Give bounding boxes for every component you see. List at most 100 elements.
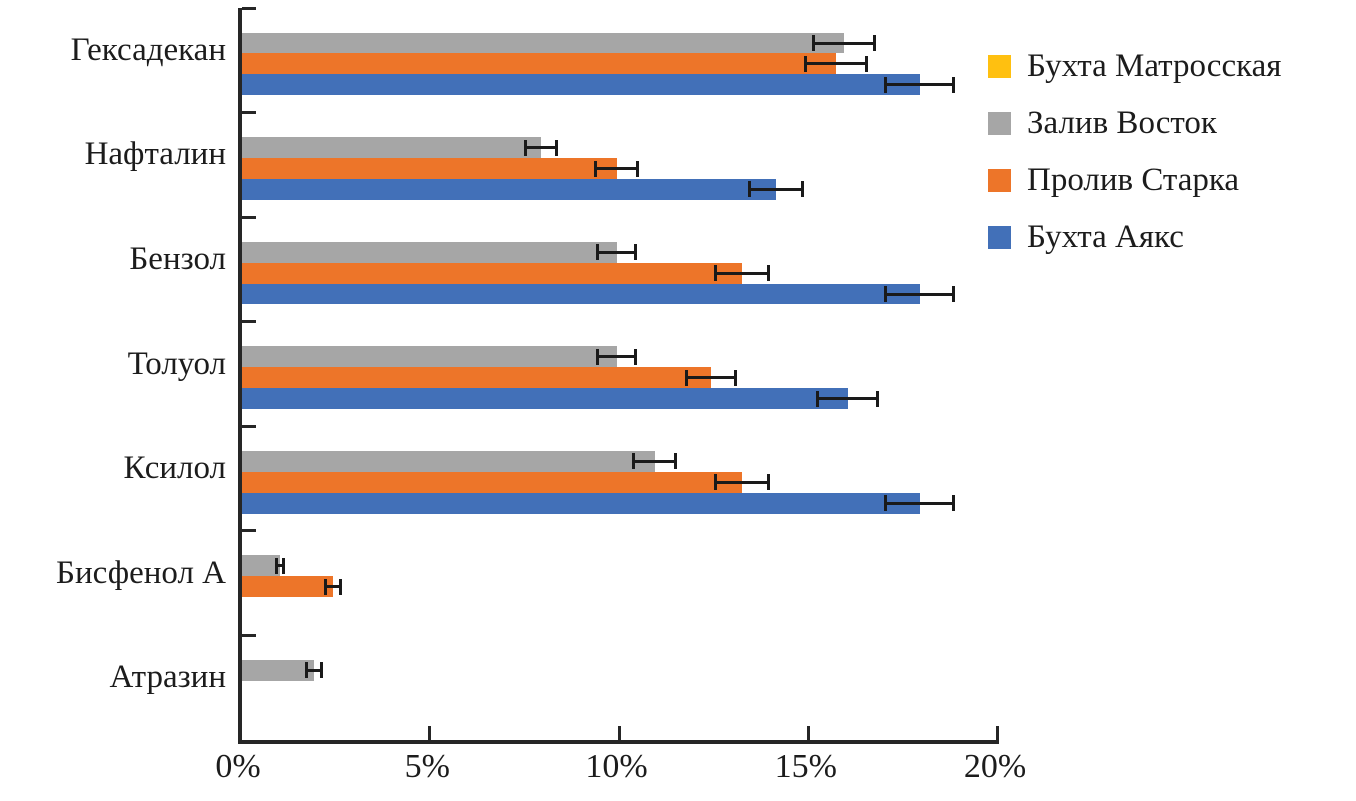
- error-bar-cap: [634, 244, 638, 261]
- error-bar-line: [817, 397, 878, 401]
- error-bar-line: [525, 146, 557, 150]
- bar-залив-восток: [242, 137, 541, 159]
- y-axis-tick: [242, 633, 256, 637]
- legend-swatch-icon: [988, 112, 1011, 135]
- category-label: Атразин: [109, 659, 226, 696]
- error-bar-line: [633, 459, 676, 463]
- error-bar-cap: [883, 76, 887, 93]
- error-bar-line: [686, 376, 736, 380]
- bar-пролив-старка: [242, 471, 742, 493]
- error-bar-line: [715, 271, 769, 275]
- error-bar-line: [885, 83, 954, 87]
- error-bar-cap: [883, 286, 887, 302]
- error-bar-line: [597, 250, 636, 254]
- legend-swatch-icon: [988, 226, 1011, 249]
- error-bar-cap: [713, 265, 717, 282]
- x-axis-tick: [428, 726, 432, 740]
- y-axis-tick: [242, 424, 256, 428]
- legend: Бухта Матросская Залив Восток Пролив Старк…: [988, 38, 1281, 266]
- x-axis-tick-label: 10%: [585, 748, 648, 785]
- error-bar-cap: [734, 369, 738, 386]
- error-bar-cap: [747, 181, 751, 198]
- error-bar-line: [595, 167, 638, 171]
- legend-label: Пролив Старка: [1027, 162, 1240, 198]
- category-label: Бензол: [129, 240, 226, 277]
- legend-item: Бухта Матросская: [988, 38, 1281, 95]
- error-bar-cap: [713, 474, 717, 491]
- legend-label: Залив Восток: [1027, 105, 1217, 141]
- y-axis-tick: [242, 529, 256, 533]
- error-bar-cap: [634, 348, 638, 365]
- bar-залив-восток: [242, 660, 314, 681]
- bar-залив-восток: [242, 450, 655, 472]
- error-bar-cap: [766, 265, 770, 282]
- error-bar-cap: [319, 662, 323, 679]
- error-bar-cap: [883, 495, 887, 512]
- legend-label: Бухта Матросская: [1027, 48, 1282, 84]
- bar-пролив-старка: [242, 158, 617, 179]
- bar-залив-восток: [242, 241, 617, 263]
- y-axis-tick: [242, 111, 256, 115]
- error-bar-cap: [872, 35, 876, 52]
- error-bar-cap: [596, 348, 600, 365]
- legend-swatch-icon: [988, 169, 1011, 192]
- category-label: Гексадекан: [70, 31, 226, 68]
- x-axis-tick-label: 15%: [774, 748, 837, 785]
- error-bar-cap: [952, 495, 956, 512]
- category-label: Нафталин: [84, 136, 226, 173]
- x-axis-tick-label: 20%: [963, 748, 1027, 785]
- error-bar-cap: [338, 578, 342, 595]
- error-bar-line: [306, 668, 322, 672]
- error-bar-cap: [673, 453, 677, 470]
- error-bar-cap: [323, 578, 327, 595]
- x-axis-tick: [806, 726, 810, 740]
- error-bar-line: [885, 292, 954, 296]
- legend-swatch-icon: [988, 55, 1011, 78]
- bar-бухта-аякс: [242, 492, 920, 514]
- x-axis-tick: [617, 726, 621, 740]
- error-bar-line: [813, 41, 875, 45]
- error-bar-cap: [594, 160, 598, 177]
- y-axis-tick: [242, 215, 256, 219]
- bar-залив-восток: [242, 32, 844, 54]
- error-bar-cap: [524, 139, 528, 156]
- x-axis-tick-label: 5%: [404, 748, 450, 785]
- error-bar-cap: [282, 557, 286, 574]
- x-axis-tick-label: 0%: [215, 748, 261, 785]
- error-bar-cap: [876, 390, 880, 407]
- error-bar-cap: [952, 286, 956, 302]
- error-bar-line: [805, 62, 867, 66]
- error-bar-cap: [812, 35, 816, 52]
- legend-label: Бухта Аякс: [1027, 219, 1184, 255]
- y-axis-tick: [242, 6, 256, 10]
- error-bar-line: [885, 501, 954, 505]
- bar-залив-восток: [242, 346, 617, 368]
- error-bar-cap: [800, 181, 804, 198]
- error-bar-cap: [804, 55, 808, 72]
- error-bar-cap: [685, 369, 689, 386]
- error-bar-line: [276, 564, 284, 568]
- category-label: Ксилол: [123, 450, 227, 487]
- legend-item: Пролив Старка: [988, 152, 1281, 209]
- error-bar-cap: [274, 557, 278, 574]
- error-bar-cap: [304, 662, 308, 679]
- bar-пролив-старка: [242, 53, 837, 75]
- bar-бухта-аякс: [242, 388, 848, 410]
- error-bar-cap: [865, 55, 869, 72]
- error-bar-line: [749, 187, 803, 191]
- bar-бухта-аякс: [242, 178, 776, 200]
- error-bar-cap: [632, 453, 636, 470]
- error-bar-cap: [554, 139, 558, 156]
- error-bar-cap: [596, 244, 600, 261]
- category-label: Бисфенол А: [56, 554, 226, 591]
- bar-пролив-старка: [242, 576, 333, 598]
- y-axis-tick: [242, 320, 256, 324]
- bar-залив-восток: [242, 555, 280, 577]
- bar-пролив-старка: [242, 367, 712, 389]
- error-bar-line: [325, 585, 341, 589]
- plot-area: [238, 6, 999, 744]
- bar-пролив-старка: [242, 262, 742, 284]
- bar-бухта-аякс: [242, 283, 920, 305]
- error-bar-cap: [766, 474, 770, 491]
